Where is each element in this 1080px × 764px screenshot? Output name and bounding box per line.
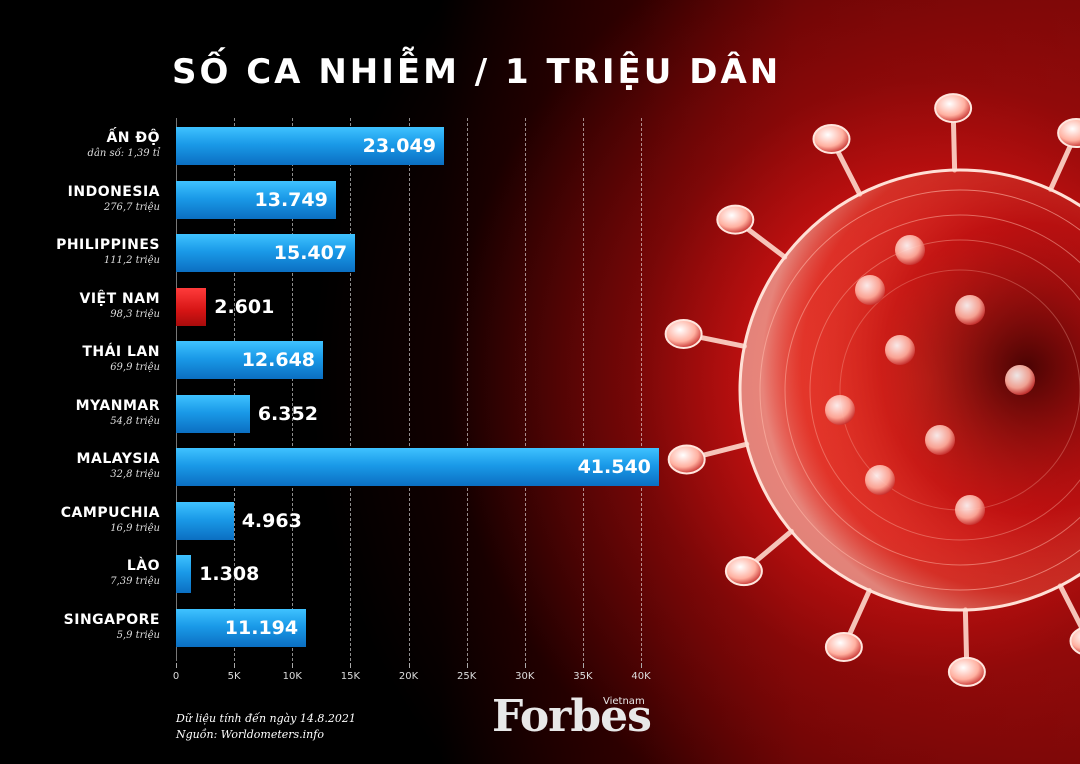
- gridline: [582, 118, 584, 661]
- category-label: THÁI LAN 69,9 triệu: [82, 344, 160, 373]
- gridline: [641, 118, 642, 661]
- population-label: 32,8 triệu: [110, 469, 160, 480]
- x-tick-mark: [524, 663, 526, 668]
- country-name: ẤN ĐỘ: [106, 130, 160, 146]
- x-tick-label: 25K: [456, 671, 477, 682]
- category-label: INDONESIA 276,7 triệu: [68, 184, 160, 213]
- x-tick-mark: [234, 663, 236, 668]
- bar: [176, 394, 250, 433]
- category-label: SINGAPORE 5,9 triệu: [64, 612, 160, 641]
- data-label: 12.648: [241, 349, 316, 371]
- y-axis-line: [176, 118, 177, 661]
- chart-title: SỐ CA NHIỄM / 1 TRIỆU DÂN: [172, 52, 782, 92]
- date-note: Dữ liệu tính đến ngày 14.8.2021: [176, 712, 356, 725]
- x-tick-mark: [292, 663, 294, 668]
- bar: [176, 234, 356, 272]
- country-name: LÀO: [126, 558, 160, 574]
- population-label: 98,3 triệu: [110, 308, 160, 320]
- population-label: 54,8 triệu: [110, 415, 160, 427]
- forbes-logo-sub: Vietnam: [603, 696, 645, 707]
- x-tick-mark: [641, 663, 642, 668]
- country-name: THÁI LAN: [82, 344, 160, 360]
- bar: [176, 287, 207, 326]
- x-tick-mark: [176, 663, 177, 668]
- category-label: PHILIPPINES 111,2 triệu: [56, 237, 160, 266]
- country-name: MYANMAR: [75, 397, 160, 414]
- x-tick-label: 10K: [282, 671, 302, 682]
- bar: [176, 608, 307, 647]
- source-note: Nguồn: Worldometers.info: [176, 728, 324, 741]
- population-label: 276,7 triệu: [103, 201, 160, 213]
- x-tick-label: 15K: [340, 671, 361, 682]
- data-label: 2.601: [214, 295, 275, 318]
- country-name: MALAYSIA: [76, 451, 160, 467]
- data-label: 41.540: [577, 456, 651, 478]
- x-tick-label: 0: [172, 671, 180, 682]
- bar: [176, 555, 192, 593]
- x-tick-mark: [408, 663, 410, 668]
- bar: [176, 180, 336, 219]
- data-label: 4.963: [241, 509, 302, 532]
- population-label: 5,9 triệu: [116, 629, 160, 641]
- bar: [176, 448, 659, 486]
- gridline: [408, 118, 410, 661]
- population-label: 7,39 triệu: [110, 576, 160, 587]
- country-name: PHILIPPINES: [56, 237, 160, 253]
- bar: [176, 501, 234, 540]
- x-tick-label: 35K: [573, 671, 593, 682]
- category-label: VIỆT NAM 98,3 triệu: [79, 291, 160, 320]
- forbes-logo: Forbes: [492, 691, 652, 742]
- x-tick-mark: [350, 663, 352, 668]
- population-label: dân số: 1,39 tỉ: [87, 148, 160, 159]
- x-tick-label: 30K: [515, 671, 535, 682]
- gridline: [234, 118, 236, 661]
- country-name: CAMPUCHIA: [60, 504, 160, 521]
- country-name: VIỆT NAM: [79, 290, 160, 307]
- data-label: 23.049: [362, 135, 436, 157]
- category-label: MYANMAR 54,8 triệu: [76, 398, 160, 427]
- data-label: 11.194: [224, 616, 299, 639]
- data-label: 6.352: [257, 402, 318, 425]
- data-label: 1.308: [199, 563, 260, 585]
- gridline: [350, 118, 352, 661]
- x-tick-label: 20K: [398, 671, 419, 682]
- data-label: 13.749: [254, 188, 328, 211]
- gridline: [292, 118, 294, 661]
- x-tick-label: 40K: [631, 671, 651, 682]
- gridline: [524, 118, 526, 661]
- population-label: 16,9 triệu: [110, 522, 160, 534]
- x-tick-mark: [582, 663, 584, 668]
- country-name: INDONESIA: [67, 183, 160, 200]
- bar: [176, 127, 444, 165]
- category-label: LÀO 7,39 triệu: [110, 558, 160, 587]
- bar: [176, 341, 324, 379]
- data-label: 15.407: [273, 242, 348, 264]
- population-label: 111,2 triệu: [103, 255, 160, 266]
- country-name: SINGAPORE: [63, 611, 160, 628]
- category-label: MALAYSIA 32,8 triệu: [77, 451, 160, 480]
- x-tick-mark: [466, 663, 468, 668]
- x-tick-label: 5K: [227, 671, 241, 682]
- coronavirus-illustration: [664, 93, 1080, 687]
- category-label: ẤN ĐỘ dân số: 1,39 tỉ: [88, 130, 160, 159]
- population-label: 69,9 triệu: [110, 362, 160, 373]
- gridline: [466, 118, 468, 661]
- category-label: CAMPUCHIA 16,9 triệu: [61, 505, 160, 534]
